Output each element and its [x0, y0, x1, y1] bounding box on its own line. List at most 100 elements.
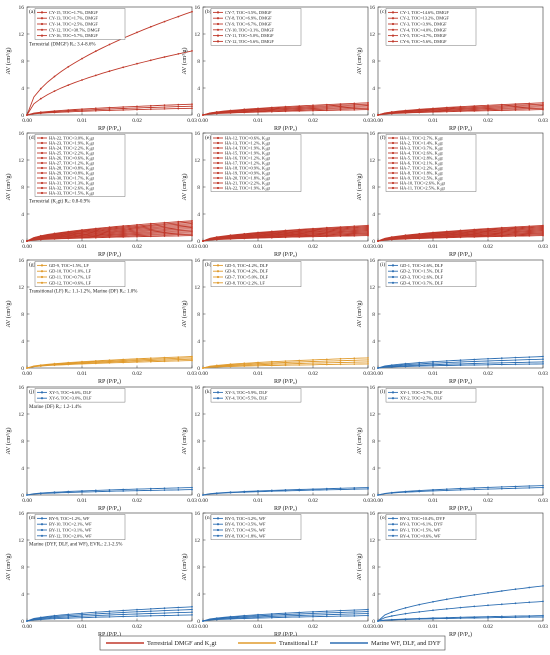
legend-marker — [216, 391, 220, 394]
legend-entry: GD-10, TOC=1.0%, LF — [49, 269, 92, 275]
legend-marker — [391, 136, 395, 140]
panel-label: (h) — [205, 261, 212, 268]
data-point — [542, 484, 544, 487]
data-point — [108, 109, 111, 112]
data-point — [149, 108, 152, 111]
data-point — [542, 101, 544, 104]
y-axis-label: AV (cm³/g) — [5, 427, 12, 454]
x-tick-label: 0.03 — [363, 498, 373, 504]
legend-marker — [391, 161, 395, 165]
legend-entry: CY-10, TOC=3.1%, DMGF — [225, 27, 274, 33]
y-tick-label: 0 — [372, 619, 375, 625]
data-point — [284, 229, 287, 232]
data-point — [514, 103, 517, 105]
y-tick-label: 4 — [372, 86, 375, 92]
data-point — [81, 490, 83, 492]
legend-marker — [391, 40, 395, 43]
y-tick-label: 12 — [370, 412, 376, 418]
data-point — [108, 43, 111, 46]
data-point — [177, 103, 180, 106]
legend-marker — [216, 161, 220, 165]
panel-annotation: Transitional (LF) Rₒ: 1.1-1.2%, Marine (… — [29, 290, 137, 295]
data-point — [298, 105, 301, 107]
panel-label: (n) — [205, 514, 212, 521]
legend-marker — [40, 517, 44, 520]
y-axis-label: AV (cm³/g) — [181, 173, 188, 200]
legend-marker — [391, 275, 395, 279]
data-point — [284, 361, 287, 364]
legend-marker — [40, 17, 44, 20]
legend-marker — [40, 186, 44, 190]
data-point — [418, 108, 421, 111]
data-point — [108, 108, 111, 110]
data-point — [404, 618, 407, 621]
data-point — [298, 488, 301, 491]
x-axis-label: RP (P/P₀) — [274, 505, 297, 512]
data-point — [459, 596, 462, 598]
data-point — [528, 107, 531, 110]
legend-entry: HA-18, TOC=0.9%, K₂gt — [225, 166, 271, 172]
data-point — [432, 609, 434, 612]
legend-marker — [40, 181, 44, 185]
legend-entry: HA-9, TOC=2.5%, K₂gt — [400, 176, 444, 182]
data-point — [163, 359, 166, 361]
panel-label: (d) — [29, 134, 36, 141]
legend-entry: HA-1, TOC=2.7%, K₂gt — [400, 136, 444, 142]
x-tick-label: 0.03 — [363, 624, 373, 630]
legend-entry: GD-9, TOC=1.5%, LF — [49, 263, 89, 269]
data-point — [312, 227, 314, 230]
data-point — [367, 610, 369, 613]
data-point — [270, 489, 273, 492]
data-point — [390, 611, 393, 613]
data-point — [177, 606, 180, 609]
data-point — [353, 611, 356, 613]
x-tick-label: 0.03 — [538, 624, 548, 630]
data-point — [149, 104, 152, 107]
data-point — [487, 360, 489, 362]
x-tick-label: 0.01 — [428, 624, 438, 630]
data-point — [108, 490, 111, 493]
data-point — [459, 487, 462, 490]
plot-frame — [26, 386, 193, 496]
legend-box — [34, 134, 126, 197]
legend-entry: HA-22, TOC=1.9%, K₂gt — [225, 186, 271, 192]
data-point — [94, 227, 97, 230]
data-point — [163, 108, 166, 110]
y-tick-label: 0 — [21, 113, 24, 119]
data-point — [229, 491, 232, 494]
x-tick-label: 0.02 — [308, 498, 318, 504]
chart-panel-f: 0 4 8 12 16 0.00 0.01 0.02 0.03 RP (P/P₀) AV (cm³/… — [356, 131, 548, 258]
legend-entry: CY-3, TOC=3.9%, DMGF — [400, 22, 447, 28]
data-point — [26, 367, 28, 369]
data-point — [418, 232, 421, 235]
data-point — [270, 360, 273, 363]
y-tick-label: 8 — [197, 185, 200, 191]
y-tick-label: 8 — [197, 565, 200, 571]
x-tick-label: 0.00 — [373, 624, 383, 630]
data-point — [339, 609, 342, 612]
data-point — [432, 231, 434, 234]
legend-entry: GD-2, TOC=1.5%, DLF — [400, 269, 443, 275]
data-point — [191, 230, 193, 233]
data-point — [149, 612, 152, 615]
data-point — [81, 108, 83, 110]
legend-entry: BY-2, TOC=10.4%, DYF — [400, 516, 445, 522]
data-point — [202, 620, 204, 622]
data-point — [528, 225, 531, 228]
legend-entry: HA-33, TOC=1.5%, K₂gt — [49, 191, 95, 197]
legend-entry: HA-14, TOC=1.9%, K₂gt — [225, 146, 271, 152]
data-point — [353, 103, 356, 106]
data-point — [122, 109, 125, 111]
data-point — [325, 612, 328, 614]
y-axis-label: AV (cm³/g) — [181, 300, 188, 327]
data-point — [229, 109, 232, 112]
legend-entry: HA-28, TOC=0.8%, K₂gt — [49, 166, 95, 172]
legend-entry: HA-30, TOC=1.7%, K₂gt — [49, 176, 95, 182]
x-tick-label: 0.01 — [428, 371, 438, 377]
data-point — [473, 487, 476, 489]
data-point — [163, 612, 166, 614]
y-tick-label: 16 — [195, 131, 201, 137]
data-point — [487, 486, 489, 489]
y-tick-label: 0 — [197, 493, 200, 499]
data-point — [500, 226, 503, 229]
